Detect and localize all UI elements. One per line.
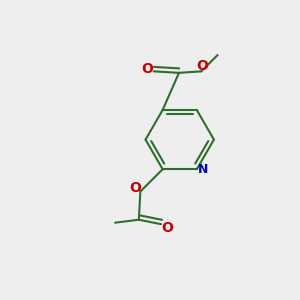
Text: N: N — [198, 163, 208, 176]
Text: O: O — [129, 181, 141, 195]
Text: O: O — [196, 59, 208, 73]
Text: O: O — [162, 221, 174, 235]
Text: O: O — [141, 62, 153, 76]
